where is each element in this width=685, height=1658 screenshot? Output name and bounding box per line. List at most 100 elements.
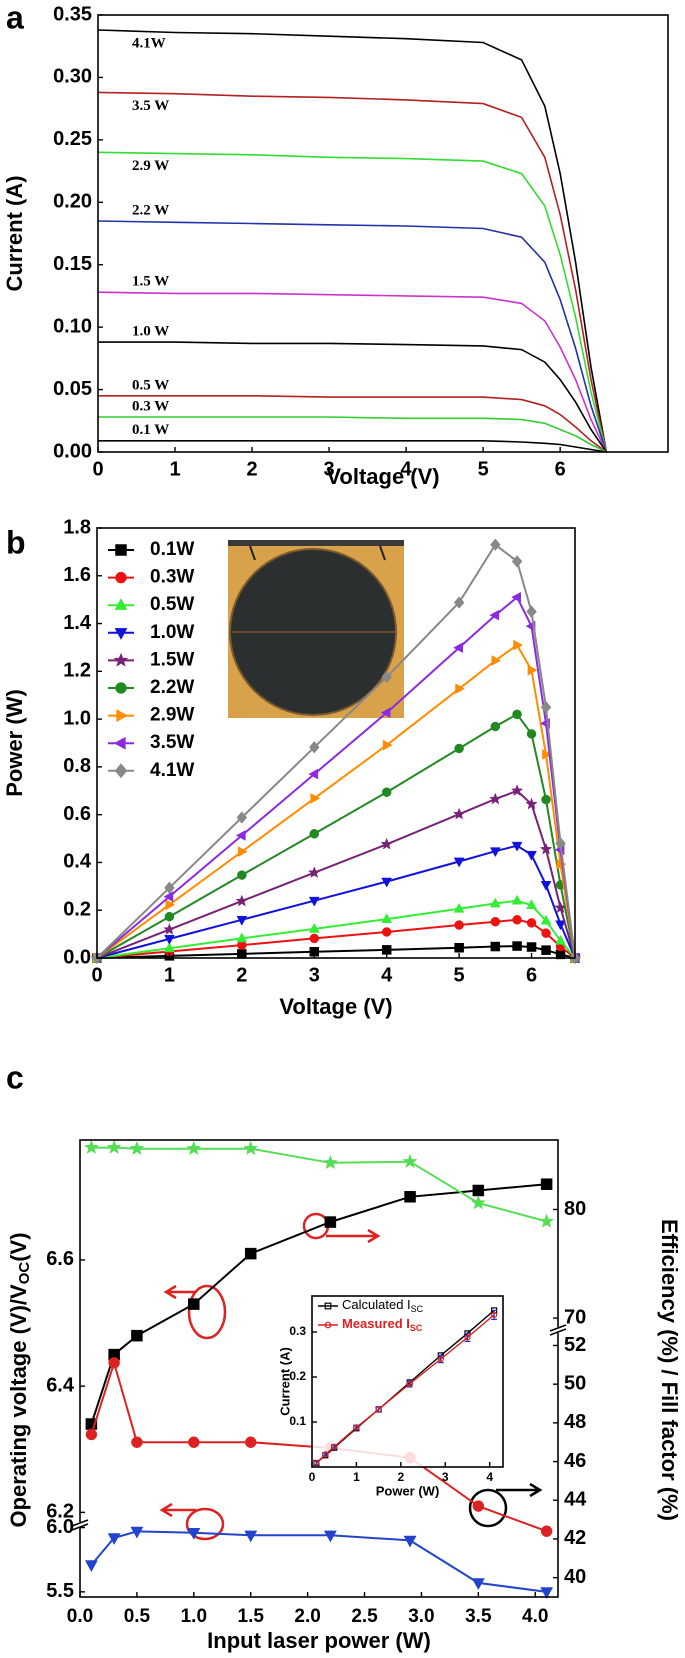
photo-wire <box>249 545 256 561</box>
data-point <box>525 797 538 810</box>
y-axis-label: Current (A) <box>277 1347 292 1416</box>
data-point <box>236 811 248 824</box>
iv-curve <box>97 220 608 453</box>
y-tick-label: 0.00 <box>53 440 92 462</box>
data-point <box>512 915 522 925</box>
data-point <box>163 891 174 903</box>
legend-label: 2.9W <box>150 705 194 726</box>
y2-tick-label: 48 <box>564 1411 586 1433</box>
x-tick-label: 4 <box>486 1470 493 1484</box>
data-point <box>188 1436 200 1448</box>
data-point <box>511 591 521 603</box>
data-point <box>375 1406 382 1413</box>
data-point <box>512 941 522 951</box>
data-point <box>406 1380 413 1387</box>
arrow <box>496 1482 543 1498</box>
data-point <box>106 1139 122 1154</box>
data-point <box>186 1140 202 1156</box>
photo-wire <box>379 545 386 561</box>
y-tick-label: 6.0 <box>46 1516 74 1538</box>
data-point <box>526 918 537 928</box>
data-point <box>164 911 175 922</box>
data-point <box>187 1528 201 1540</box>
legend-label: 3.5W <box>150 732 194 753</box>
data-point <box>164 881 175 894</box>
power-curve <box>96 789 576 959</box>
iv-curve <box>97 91 608 453</box>
y2-tick-label: 50 <box>564 1372 586 1394</box>
arrow <box>326 1228 381 1244</box>
x-axis-label: Voltage (V) <box>279 994 392 1019</box>
legend-label: 0.1W <box>150 539 194 560</box>
data-point <box>235 830 246 841</box>
data-point <box>313 1459 320 1467</box>
panel-label: c <box>6 1059 24 1095</box>
data-point <box>453 902 465 913</box>
data-point <box>403 1535 417 1548</box>
legend-marker <box>324 1321 332 1329</box>
y2-tick-label: 52 <box>564 1334 586 1356</box>
axis-break-mark <box>71 1519 89 1527</box>
curve-label: 0.1 W <box>132 422 169 438</box>
data-point <box>236 932 248 943</box>
y2-tick-label: 80 <box>564 1198 586 1220</box>
plot-frame <box>96 527 576 959</box>
data-point <box>471 1578 485 1591</box>
data-point <box>308 768 319 780</box>
legend-marker <box>115 682 127 694</box>
y2-tick-label: 44 <box>564 1489 587 1511</box>
highlight-circle <box>185 1507 225 1541</box>
data-point <box>540 1525 553 1537</box>
data-point <box>539 842 553 855</box>
data-point <box>539 1213 555 1228</box>
data-point <box>489 847 501 858</box>
y-tick-label: 5.5 <box>46 1580 74 1602</box>
data-point <box>526 850 537 861</box>
x-tick-label: 2 <box>236 964 247 986</box>
annotations <box>159 1212 543 1541</box>
data-point <box>454 743 464 754</box>
y-tick-label: 0.1 <box>289 1414 306 1428</box>
x-tick-label: 2 <box>397 1470 404 1484</box>
legend-label: 4.1W <box>150 760 194 781</box>
photo-edge <box>228 540 404 546</box>
y-tick-label: 1.0 <box>63 707 91 729</box>
data-point <box>491 1311 498 1319</box>
panel-label: b <box>6 524 26 560</box>
data-point <box>540 1178 553 1190</box>
data-point <box>472 1184 485 1197</box>
iv-curve <box>98 395 607 453</box>
y-tick-label: 0.3 <box>289 1324 306 1338</box>
data-point <box>437 1355 444 1363</box>
y-tick-label: 6.2 <box>46 1501 74 1523</box>
axis-break-gap <box>551 1327 565 1333</box>
inset-photo <box>228 540 404 718</box>
x-tick-label: 0 <box>92 458 103 480</box>
y-axis-label-part: OC <box>16 1262 33 1285</box>
y-tick-label: 1.8 <box>63 516 91 538</box>
axis-break-gap <box>73 1522 87 1528</box>
data-point <box>527 664 538 676</box>
x-tick-label: 1 <box>164 964 175 986</box>
data-point <box>453 596 465 609</box>
data-point <box>244 1247 257 1260</box>
y-tick-label: 0.20 <box>53 191 92 213</box>
data-point <box>526 605 537 618</box>
legend-label: Measured ISC <box>342 1316 423 1333</box>
curve-label: 1.5 W <box>132 274 169 290</box>
data-point <box>165 899 176 911</box>
data-point <box>237 846 248 858</box>
data-point <box>309 933 320 944</box>
y2-tick-label: 40 <box>564 1566 586 1588</box>
data-point <box>382 739 393 751</box>
power-curve <box>96 844 576 959</box>
y-tick-label: 0.30 <box>53 66 92 88</box>
data-point <box>380 707 391 719</box>
data-point <box>244 1530 258 1543</box>
y-axis-label: Operating voltage (V)/VOC(V) <box>6 1232 33 1527</box>
x-tick-label: 6 <box>555 458 566 480</box>
data-point <box>512 709 522 720</box>
data-point <box>491 655 502 666</box>
data-point <box>489 609 500 621</box>
data-point <box>188 1298 200 1310</box>
